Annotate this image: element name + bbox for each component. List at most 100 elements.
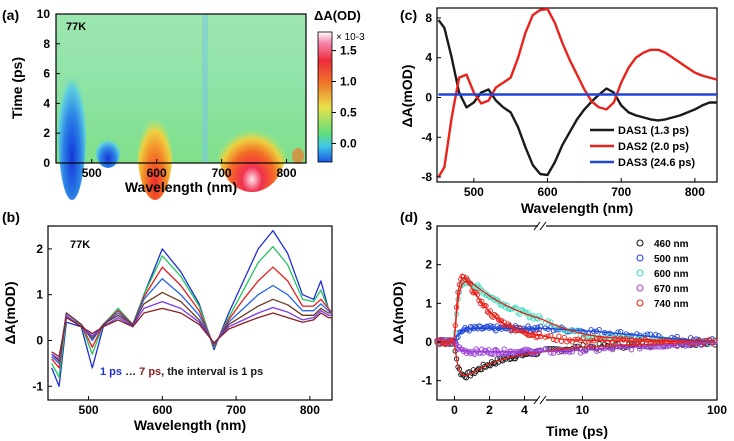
colorbar-tick-label: 0.0 — [340, 136, 357, 150]
panel-d-ytick-label: 3 — [425, 219, 432, 233]
spectrum-7ps — [51, 307, 332, 358]
kinetic-point — [580, 348, 586, 354]
legend-marker — [636, 254, 644, 262]
panel-a-temp-label: 77K — [66, 21, 86, 33]
heatmap-blob-460nm — [58, 60, 86, 200]
panel-c-legend: DAS1 (1.3 ps) DAS2 (2.0 ps) DAS3 (24.6 ps) — [590, 125, 695, 169]
panel-c-yticks: -8 -4 0 4 8 — [421, 11, 441, 184]
panel-a-xtick-label: 500 — [82, 166, 102, 180]
panel-c-ytick-label: 4 — [425, 51, 432, 65]
panel-b-xtick-label: 700 — [226, 403, 246, 417]
kinetic-point — [591, 345, 597, 351]
note-dots: … — [122, 366, 139, 378]
panel-a-ytick-label: 0 — [43, 156, 50, 170]
panel-c-xlabel: Wavelength (nm) — [521, 200, 633, 216]
panel-d-xlabel: Time (ps) — [546, 423, 608, 439]
panel-a-yticks: 0 2 4 6 8 10 — [37, 7, 60, 170]
kinetic-point — [615, 344, 621, 350]
kinetic-point — [556, 349, 562, 355]
panel-d-ytick-label: 2 — [425, 258, 432, 272]
kinetic-point — [626, 332, 632, 339]
panel-c-xtick-label: 700 — [611, 185, 631, 199]
kinetic-point — [483, 348, 489, 354]
legend-label: 600 nm — [654, 269, 689, 280]
kinetic-point — [569, 349, 575, 355]
panel-b-yticks: -1 0 1 2 — [32, 242, 52, 393]
kinetic-point — [583, 348, 589, 354]
heatmap-blob-520nm — [96, 136, 120, 168]
kinetic-point — [620, 343, 627, 350]
panel-d-ylabel: ΔA(mOD) — [390, 282, 406, 345]
panel-d-legend: 460 nm 500 nm 600 nm 670 nm 740 nm — [636, 239, 689, 310]
panel-c-xtick-label: 500 — [464, 185, 484, 199]
kinetic-point — [459, 371, 465, 377]
panel-a-xtick-label: 700 — [212, 166, 232, 180]
panel-b-series — [51, 229, 333, 387]
legend-label: 460 nm — [654, 239, 689, 250]
kinetic-point — [477, 286, 484, 292]
kinetic-point — [501, 301, 507, 308]
panel-a: (a) 77K 500 600 700 800 0 2 4 6 8 10 Wavelength … — [2, 7, 365, 200]
kinetic-point — [610, 346, 616, 353]
panel-c-ylabel: ΔA(mOD) — [399, 65, 415, 128]
kinetic-fit — [437, 280, 715, 343]
panel-a-xtick-label: 600 — [147, 166, 167, 180]
legend-label: DAS1 (1.3 ps) — [618, 125, 689, 137]
panel-a-ytick-label: 8 — [43, 37, 50, 51]
panel-c-ytick-label: 8 — [425, 11, 432, 25]
kinetic-point — [623, 343, 629, 350]
kinetic-fit — [437, 341, 715, 353]
legend-marker — [636, 239, 644, 247]
note-last: 7 ps — [139, 366, 161, 378]
kinetic-point — [490, 295, 496, 301]
panel-a-ytick-label: 2 — [43, 126, 50, 140]
note-rest: , the interval is 1 ps — [161, 366, 263, 378]
kinetic-point — [620, 337, 627, 343]
panel-c-ytick-label: -4 — [421, 130, 432, 144]
panel-a-ytick-label: 6 — [43, 67, 50, 81]
legend-label: 500 nm — [654, 254, 689, 265]
legend-label: 670 nm — [654, 284, 689, 295]
panel-a-letter: (a) — [2, 7, 19, 23]
panel-b-xlabel: Wavelength (nm) — [134, 417, 246, 433]
panel-b-temp-label: 77K — [70, 239, 90, 251]
legend-marker — [636, 269, 644, 277]
panel-d-xtick-label: 2 — [486, 403, 493, 417]
kinetic-fit — [437, 341, 715, 377]
legend-label: 740 nm — [654, 299, 689, 310]
spectrum-1ps — [51, 229, 333, 387]
panel-a-ytick-label: 10 — [37, 7, 51, 21]
panel-d-ytick-label: 1 — [425, 296, 432, 310]
heatmap-blob-810nm — [292, 148, 304, 164]
das-line — [437, 7, 718, 178]
panel-b-ytick-label: 0 — [36, 333, 43, 347]
heatmap-stripe-670nm — [202, 14, 208, 163]
panel-b-frame — [47, 225, 333, 401]
heatmap-blob-750nm — [218, 108, 286, 192]
panel-b-xtick-label: 800 — [300, 403, 320, 417]
panel-b-ylabel: ΔA(mOD) — [2, 282, 18, 345]
panel-b-note: 1 ps … 7 ps, the interval is 1 ps — [100, 366, 263, 378]
panel-d-ytick-label: 0 — [425, 335, 432, 349]
legend-label: DAS2 (2.0 ps) — [618, 141, 689, 153]
panel-b-xtick-label: 600 — [152, 403, 172, 417]
panel-a-frame — [55, 13, 307, 164]
kinetic-point — [488, 325, 495, 331]
colorbar-tick-label: 0.5 — [340, 105, 357, 119]
kinetic-point — [495, 298, 502, 305]
kinetic-point — [470, 350, 477, 356]
note-first: 1 ps — [100, 366, 122, 378]
kinetic-point — [634, 331, 640, 337]
das-line — [437, 19, 717, 177]
panel-b-ytick-label: 1 — [36, 288, 43, 302]
kinetic-point — [610, 339, 616, 345]
panel-c-letter: (c) — [400, 7, 417, 23]
spectrum-4ps — [51, 278, 333, 365]
colorbar-tick-label: 1.0 — [340, 75, 357, 89]
panel-d-letter: (d) — [400, 209, 418, 225]
kinetic-point — [615, 329, 621, 335]
kinetic-point — [596, 334, 602, 340]
panel-c-series — [437, 7, 718, 178]
